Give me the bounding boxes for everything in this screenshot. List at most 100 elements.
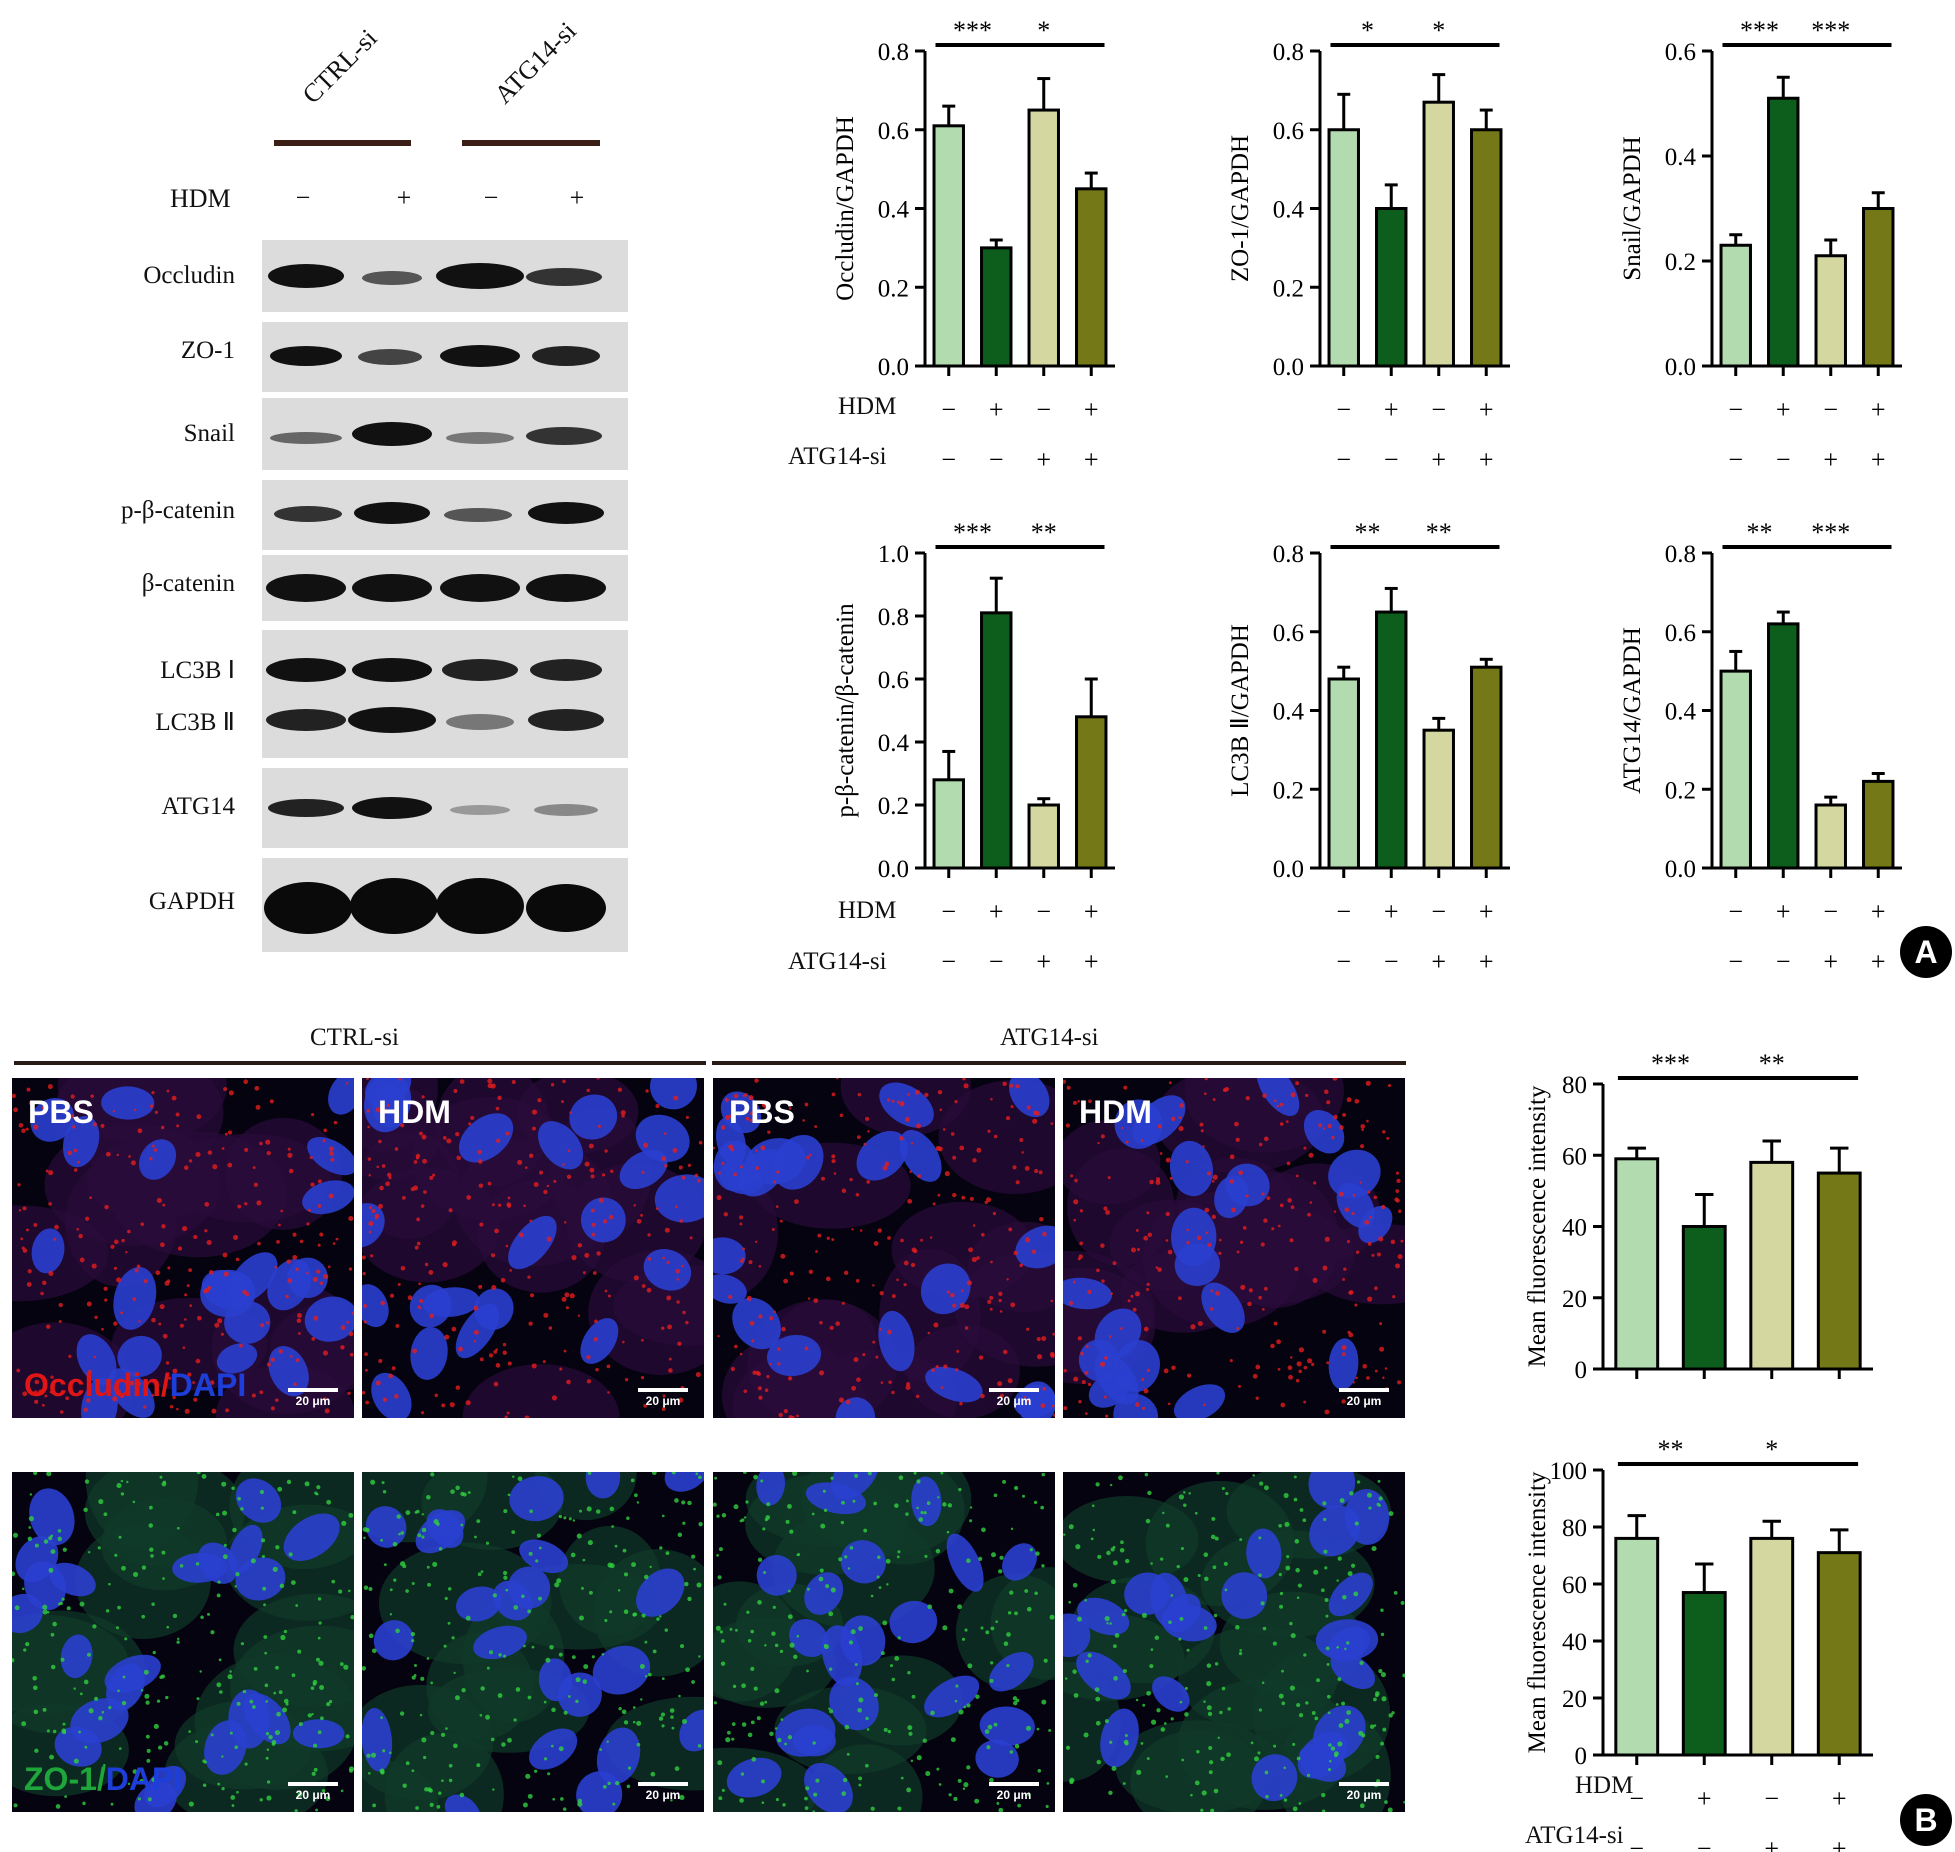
blot-row-label: ZO-1 [180,337,235,364]
junction-signal [473,1305,479,1311]
junction-signal [697,1179,701,1183]
junction-signal [840,1520,845,1525]
junction-signal [927,1604,933,1610]
junction-signal [880,1651,885,1656]
hdm-sign: + [1384,395,1399,424]
junction-signal [876,1575,880,1579]
junction-signal [757,1600,762,1605]
junction-signal [329,1151,335,1156]
junction-signal [485,1541,490,1545]
junction-signal [1381,1696,1387,1702]
junction-signal [503,1575,508,1580]
junction-signal [716,1514,720,1518]
junction-signal [1334,1753,1338,1758]
junction-signal [1013,1250,1019,1256]
junction-signal [1347,1330,1351,1335]
nucleus [643,1248,692,1291]
junction-signal [155,1270,161,1276]
junction-signal [43,1539,49,1544]
junction-signal [1382,1727,1387,1732]
junction-signal [52,1621,57,1627]
junction-signal [687,1163,692,1167]
junction-signal [154,1110,158,1114]
junction-signal [553,1179,557,1183]
junction-signal [324,1408,330,1414]
junction-signal [1298,1369,1303,1374]
hdm-sign: − [941,395,956,424]
junction-signal [224,1132,228,1136]
junction-signal [1097,1554,1102,1559]
junction-signal [489,1650,494,1655]
junction-signal [116,1483,122,1489]
junction-signal [1302,1518,1307,1523]
junction-signal [1194,1511,1198,1515]
junction-signal [958,1709,964,1715]
junction-signal [141,1565,147,1570]
junction-signal [32,1675,37,1681]
junction-signal [1108,1335,1112,1338]
junction-signal [1029,1548,1033,1552]
junction-signal [1390,1239,1396,1245]
junction-signal [296,1318,302,1323]
junction-signal [823,1644,829,1650]
junction-signal [429,1313,434,1319]
junction-signal [1203,1403,1206,1407]
junction-signal [441,1779,444,1783]
junction-signal [883,1727,888,1732]
junction-signal [1238,1170,1244,1176]
junction-signal [728,1294,733,1299]
junction-signal [1258,1295,1262,1300]
junction-signal [378,1203,383,1209]
junction-signal [963,1083,969,1089]
junction-signal [41,1106,45,1110]
junction-signal [58,1602,61,1606]
junction-signal [697,1744,702,1748]
junction-signal [394,1394,399,1399]
junction-signal [383,1563,387,1567]
junction-signal [414,1245,419,1250]
junction-signal [754,1078,759,1083]
junction-signal [119,1393,125,1399]
junction-signal [423,1755,427,1760]
junction-signal [314,1491,318,1495]
junction-signal [1072,1582,1078,1588]
junction-signal [1273,1744,1277,1748]
hdm-row-label: HDM [838,393,897,420]
junction-signal [1040,1403,1046,1409]
junction-signal [121,1238,125,1243]
junction-signal [316,1485,321,1490]
junction-signal [582,1558,586,1562]
junction-signal [723,1212,728,1217]
junction-signal [812,1810,815,1812]
junction-signal [989,1678,994,1683]
junction-signal [1367,1241,1372,1246]
junction-signal [515,1687,521,1692]
junction-signal [1112,1261,1117,1266]
junction-signal [1273,1099,1277,1103]
scale-bar: 20 μm [638,1388,688,1408]
junction-signal [112,1109,116,1113]
junction-signal [1359,1803,1365,1809]
junction-signal [538,1546,542,1550]
sig-label: ** [1658,1435,1684,1464]
junction-signal [806,1669,809,1673]
blot-hdm-label: HDM [170,184,231,213]
junction-signal [503,1654,507,1658]
junction-signal [603,1219,608,1224]
junction-signal [873,1241,879,1246]
junction-signal [1283,1798,1288,1802]
y-tick-label: 0.0 [878,856,909,883]
y-tick-label: 0.6 [878,667,909,694]
junction-signal [1355,1376,1358,1380]
atg14-sign: − [1336,445,1351,474]
junction-signal [110,1244,115,1249]
junction-signal [266,1795,272,1801]
junction-signal [366,1078,369,1080]
junction-signal [852,1499,856,1503]
nucleus [580,1318,619,1364]
junction-signal [1072,1669,1077,1674]
junction-signal [1239,1240,1244,1244]
junction-signal [389,1588,393,1592]
junction-signal [1186,1228,1189,1232]
